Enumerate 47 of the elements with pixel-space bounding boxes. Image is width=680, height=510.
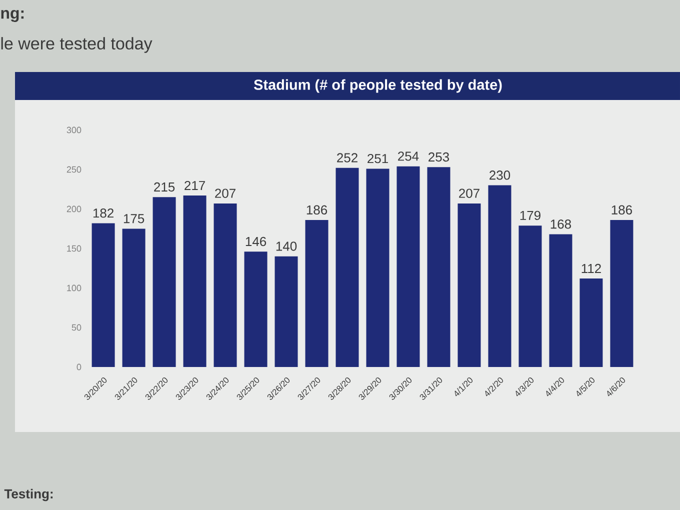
- data-label: 251: [368, 154, 388, 164]
- data-label: 254: [398, 152, 419, 161]
- y-tick-label: 100: [67, 284, 82, 292]
- bar: [305, 220, 328, 367]
- data-label: 175: [124, 214, 144, 224]
- data-label: 179: [520, 210, 540, 220]
- chart-title: Stadium (# of people tested by date): [254, 79, 502, 93]
- data-label: 252: [337, 153, 358, 162]
- data-label: 140: [276, 242, 297, 251]
- bar: [396, 166, 420, 367]
- y-tick-label: 250: [66, 166, 82, 173]
- y-tick-label: 200: [66, 206, 82, 212]
- data-label: 112: [582, 264, 601, 273]
- bar: [183, 196, 206, 367]
- bar: [610, 220, 634, 367]
- bar: [488, 185, 512, 367]
- y-tick-label: 300: [66, 126, 82, 134]
- data-label: 215: [154, 182, 175, 192]
- data-label: 186: [612, 205, 632, 215]
- bar: [152, 197, 176, 367]
- bar: [92, 223, 115, 367]
- y-tick-label: 0: [76, 364, 82, 370]
- y-tick-label: 50: [72, 324, 82, 331]
- bar: [336, 168, 359, 367]
- bar: [122, 228, 146, 367]
- text: le were tested today: [1, 37, 152, 53]
- bar: [244, 252, 268, 367]
- data-label: 168: [550, 220, 571, 229]
- data-label: 146: [246, 236, 266, 246]
- bar: [458, 203, 481, 367]
- data-label: 207: [215, 188, 236, 198]
- y-tick-label: 150: [67, 245, 82, 252]
- text: Testing:: [4, 488, 53, 502]
- data-label: 217: [184, 180, 205, 190]
- bar: [427, 167, 450, 367]
- data-label: 207: [459, 188, 480, 198]
- bar: [274, 256, 298, 367]
- data-label: 230: [490, 170, 510, 180]
- bar: [214, 203, 237, 367]
- bar: [549, 234, 572, 367]
- bar: [518, 226, 542, 367]
- text: ng:: [1, 10, 24, 22]
- data-label: 186: [306, 205, 328, 215]
- data-label: 182: [93, 208, 114, 218]
- data-label: 253: [428, 152, 450, 162]
- bar: [366, 168, 390, 367]
- bar: [580, 278, 603, 367]
